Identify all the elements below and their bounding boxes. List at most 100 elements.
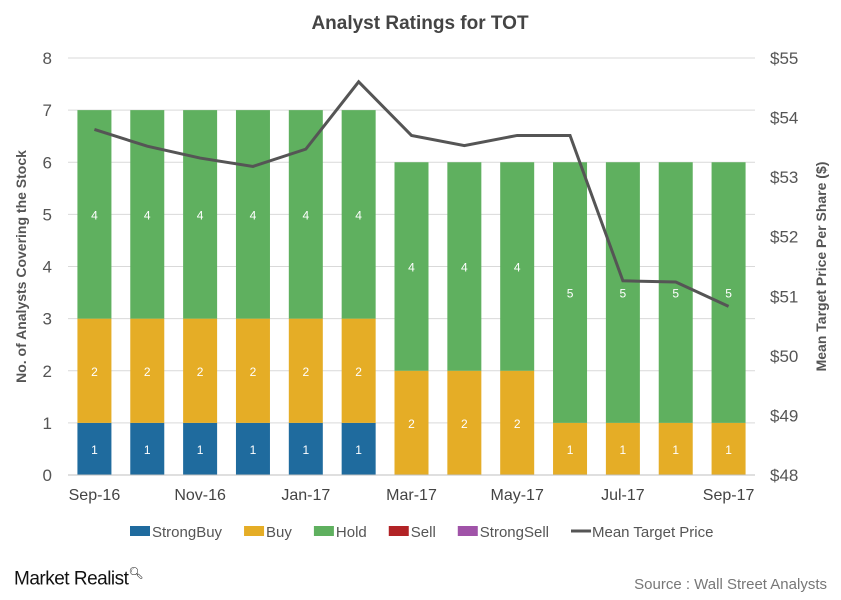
data-label: 1 <box>302 443 309 457</box>
bar-strongbuy <box>341 422 376 475</box>
bar-strongbuy <box>183 422 218 475</box>
bar-hold <box>658 162 693 423</box>
legend-label-hold: Hold <box>336 524 367 541</box>
bar-buy <box>341 318 376 423</box>
legend-label-strongsell: StrongSell <box>480 524 549 541</box>
legend-label-mean-target-price: Mean Target Price <box>592 524 713 541</box>
x-tick-label: Jan-17 <box>281 487 330 504</box>
data-label: 4 <box>514 261 521 275</box>
y-tick-label: 0 <box>43 466 52 485</box>
x-tick-label: Sep-16 <box>69 487 121 504</box>
data-label: 1 <box>91 443 98 457</box>
x-tick-label: Sep-17 <box>703 487 755 504</box>
data-label: 2 <box>144 365 151 379</box>
bar-hold <box>77 110 112 319</box>
y-tick-label: 6 <box>43 153 52 172</box>
data-label: 1 <box>672 443 679 457</box>
bar-hold <box>711 162 746 423</box>
bar-buy <box>500 370 535 475</box>
mean-target-price-line <box>93 79 730 308</box>
bar-buy <box>447 370 482 475</box>
y2-tick-label: $51 <box>770 287 798 306</box>
data-label: 1 <box>567 443 574 457</box>
source-note: Source : Wall Street Analysts <box>634 576 827 593</box>
x-tick-label: Mar-17 <box>386 487 437 504</box>
x-tick-label: May-17 <box>491 487 544 504</box>
bar-buy <box>711 422 746 475</box>
y2-tick-label: $48 <box>770 466 798 485</box>
bar-buy <box>183 318 218 423</box>
data-label: 2 <box>250 365 257 379</box>
bar-buy <box>130 318 165 423</box>
bar-hold <box>341 110 376 319</box>
bar-hold <box>183 110 218 319</box>
bar-buy <box>553 422 588 475</box>
data-label: 2 <box>408 417 415 431</box>
data-label: 4 <box>355 208 362 222</box>
data-label: 4 <box>302 208 309 222</box>
data-label: 4 <box>144 208 151 222</box>
data-label: 5 <box>725 287 732 301</box>
y-tick-label: 7 <box>43 101 52 120</box>
bar-hold <box>288 110 323 319</box>
data-label: 5 <box>620 287 627 301</box>
data-label: 4 <box>250 208 257 222</box>
data-label: 2 <box>302 365 309 379</box>
bar-buy <box>394 370 429 475</box>
bar-strongbuy <box>288 422 323 475</box>
data-label: 1 <box>725 443 732 457</box>
bar-buy <box>658 422 693 475</box>
magnifier-icon: 🔍︎ <box>128 566 144 580</box>
data-label: 2 <box>355 365 362 379</box>
y-tick-label: 4 <box>43 258 52 277</box>
legend-swatch-hold <box>313 526 334 536</box>
bar-strongbuy <box>77 422 112 475</box>
bar-strongbuy <box>130 422 165 475</box>
data-label: 2 <box>514 417 521 431</box>
legend-swatch-sell <box>388 526 409 536</box>
bar-hold <box>553 162 588 423</box>
y2-tick-label: $55 <box>770 49 798 68</box>
bar-buy <box>288 318 323 423</box>
y2-tick-label: $49 <box>770 406 798 425</box>
data-label: 1 <box>250 443 257 457</box>
y-tick-label: 1 <box>43 414 52 433</box>
y-tick-label: 5 <box>43 205 52 224</box>
legend-swatch-buy <box>244 526 265 536</box>
bar-strongbuy <box>235 422 270 475</box>
x-tick-label: Nov-16 <box>174 487 226 504</box>
y2-tick-label: $52 <box>770 228 798 247</box>
x-tick-label: Jul-17 <box>601 487 645 504</box>
data-label: 1 <box>197 443 204 457</box>
bar-hold <box>394 162 429 371</box>
chart-title: Analyst Ratings for TOT <box>311 13 529 34</box>
bar-buy <box>605 422 640 475</box>
bar-hold <box>235 110 270 319</box>
legend-label-buy: Buy <box>266 524 292 541</box>
y2-axis-label: Mean Target Price Per Share ($) <box>813 162 829 372</box>
bar-hold <box>605 162 640 423</box>
bar-hold <box>500 162 535 371</box>
data-label: 2 <box>197 365 204 379</box>
data-label: 5 <box>672 287 679 301</box>
data-label: 4 <box>91 208 98 222</box>
y-axis-label: No. of Analysts Covering the Stock <box>13 150 29 383</box>
analyst-ratings-chart: Analyst Ratings for TOT 0 1 2 3 4 5 6 7 8 $48 $49 $5… <box>13 13 829 541</box>
y-tick-label: 2 <box>43 362 52 381</box>
data-label: 1 <box>144 443 151 457</box>
data-label: 4 <box>197 208 204 222</box>
data-label: 1 <box>355 443 362 457</box>
y2-tick-label: $53 <box>770 168 798 187</box>
y2-tick-label: $54 <box>770 109 798 128</box>
data-label: 5 <box>567 287 574 301</box>
legend-swatch-strongbuy <box>130 526 150 536</box>
legend-label-sell: Sell <box>411 524 436 541</box>
bar-buy <box>235 318 270 423</box>
bar-buy <box>77 318 112 423</box>
bar-hold <box>447 162 482 371</box>
market-realist-logo: Market Realist🔍︎ <box>14 566 144 590</box>
data-label: 4 <box>461 261 468 275</box>
y-tick-label: 3 <box>43 310 52 329</box>
data-label: 2 <box>461 417 468 431</box>
